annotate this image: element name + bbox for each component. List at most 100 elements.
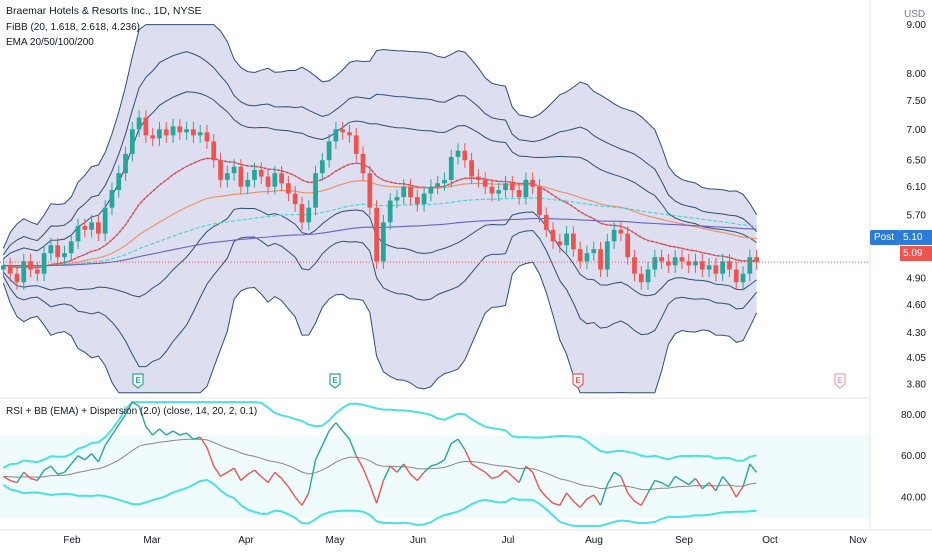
rsi-segment — [410, 473, 418, 482]
candle-body — [272, 173, 278, 187]
candle-body — [238, 166, 244, 187]
last-price-value: 5.09 — [903, 248, 923, 259]
rsi-segment — [328, 422, 337, 432]
rsi-segment — [382, 465, 391, 481]
rsi-axis: 40.00 60.00 80.00 — [901, 410, 926, 504]
earnings-marker: E — [572, 373, 584, 389]
candle-body — [537, 186, 542, 215]
ema-50-line — [3, 180, 757, 268]
candle-body — [89, 222, 94, 230]
rsi-segment — [579, 498, 588, 508]
candle-body — [591, 249, 597, 254]
rsi-segment — [484, 471, 493, 479]
rsi-segment — [3, 475, 11, 482]
price-tick-label: 9.00 — [907, 20, 927, 31]
candle-body — [7, 265, 13, 274]
rsi-segment — [518, 465, 527, 483]
candle-body — [625, 233, 631, 258]
earnings-badge — [132, 373, 144, 389]
rsi-segment — [301, 492, 310, 506]
rsi-segment — [199, 436, 208, 448]
rsi-segment — [281, 478, 289, 488]
rsi-segment — [443, 443, 452, 461]
candle-body — [82, 226, 88, 230]
candle-body — [421, 193, 427, 205]
candle-body — [496, 190, 502, 194]
candle-body — [279, 173, 284, 184]
rsi-lower-band — [2, 478, 757, 527]
earnings-badge — [329, 373, 341, 389]
chart-title[interactable]: Braemar Hotels & Resorts Inc., 1D, NYSE — [6, 5, 202, 17]
earnings-marker: E — [834, 373, 846, 389]
candle-body — [218, 160, 223, 180]
price-tick-label: 5.70 — [907, 210, 927, 221]
rsi-segment — [708, 482, 717, 492]
rsi-segment — [694, 478, 703, 490]
candle-body — [604, 241, 610, 270]
time-tick-label: Sep — [675, 535, 693, 546]
rsi-segment — [287, 486, 296, 498]
candle-body — [408, 186, 413, 198]
rsi-segment — [206, 447, 215, 467]
rsi-segment — [321, 430, 330, 446]
band-lower-1 — [2, 229, 757, 368]
rsi-segment — [471, 463, 479, 469]
rsi-segment — [97, 445, 106, 463]
candle-body — [21, 261, 27, 283]
rsi-pane — [0, 397, 870, 527]
candle-body — [286, 183, 291, 194]
candle-body — [598, 249, 603, 270]
candle-body — [177, 126, 183, 133]
time-axis: Feb Mar Apr May Jun Jul Aug Sep Oct Nov — [0, 529, 932, 546]
candle-body — [353, 135, 359, 154]
candle-body — [577, 249, 583, 262]
rsi-segment — [348, 438, 357, 457]
price-tick-label: 6.50 — [907, 156, 927, 167]
currency-label[interactable]: USD — [904, 9, 926, 20]
candle-body — [367, 173, 373, 208]
rsi-segment — [342, 430, 351, 440]
time-tick-label: Mar — [143, 535, 161, 546]
rsi-segment — [158, 428, 167, 436]
rsi-segment — [437, 459, 445, 465]
candle-body — [136, 117, 142, 130]
candle-body — [632, 257, 637, 274]
rsi-segment — [545, 496, 554, 504]
rsi-segment — [606, 471, 615, 485]
rsi-segment — [430, 463, 438, 467]
candle-body — [699, 261, 705, 270]
candlestick-series — [0, 110, 870, 290]
rsi-segment — [260, 475, 269, 484]
candle-body — [55, 245, 61, 258]
rsi-segment — [538, 488, 547, 498]
candle-body — [75, 226, 81, 242]
candle-body — [204, 132, 210, 142]
candle-body — [360, 153, 366, 174]
rsi-segment — [369, 484, 378, 504]
rsi-segment — [416, 471, 425, 481]
rsi-segment — [36, 469, 45, 481]
rsi-legend[interactable]: RSI + BB (EMA) + Dispersion (2.0) (close… — [6, 406, 258, 417]
rsi-segment — [749, 463, 758, 473]
rsi-range-fill — [0, 435, 870, 518]
candle-body — [482, 179, 488, 187]
rsi-segment — [50, 465, 59, 475]
rsi-segment — [572, 500, 581, 508]
rsi-segment — [566, 492, 574, 502]
price-tick-label: 4.90 — [907, 273, 927, 284]
fib-bands-legend[interactable]: FiBB (20, 1.618, 2.618, 4.236) — [6, 22, 140, 33]
candle-body — [435, 183, 441, 187]
price-tick-label: 4.30 — [907, 328, 927, 339]
earnings-letter: E — [332, 376, 338, 385]
rsi-segment — [552, 502, 561, 506]
fib-bollinger-bands — [2, 24, 758, 394]
rsi-segment — [715, 476, 724, 492]
rsi-segment — [145, 426, 154, 436]
rsi-segment — [172, 430, 181, 436]
ema-legend[interactable]: EMA 20/50/100/200 — [6, 37, 94, 48]
candle-body — [48, 245, 54, 254]
candle-body — [428, 186, 434, 194]
time-tick-label: Jun — [410, 535, 426, 546]
rsi-segment — [118, 414, 127, 426]
